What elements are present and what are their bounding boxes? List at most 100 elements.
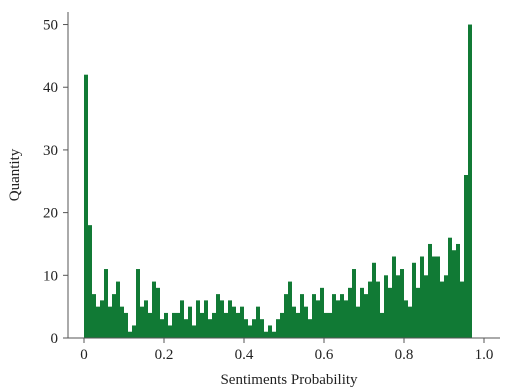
- histogram-bar: [268, 325, 272, 338]
- x-tick-label: 0: [80, 347, 88, 363]
- histogram-bar: [364, 294, 368, 338]
- histogram-bar: [284, 294, 288, 338]
- histogram-bar: [236, 312, 240, 338]
- histogram-bar: [416, 287, 420, 338]
- y-tick-label: 20: [43, 206, 58, 222]
- histogram-bar: [100, 300, 104, 338]
- histogram-bar: [344, 300, 348, 338]
- histogram-bar: [332, 294, 336, 338]
- histogram-bar: [204, 300, 208, 338]
- histogram-bar: [420, 256, 424, 338]
- histogram-bar: [184, 319, 188, 338]
- y-tick-label: 0: [51, 331, 59, 347]
- histogram-bar: [372, 262, 376, 338]
- histogram-bar: [424, 275, 428, 338]
- bars-group: [84, 24, 472, 339]
- histogram-bar: [320, 287, 324, 338]
- x-tick-label: 0.4: [235, 347, 254, 363]
- histogram-bar: [452, 250, 456, 338]
- histogram-bar: [128, 331, 132, 338]
- histogram-bar: [300, 294, 304, 338]
- y-axis-ticks: 0 10 20 30 40 50: [43, 18, 68, 347]
- histogram-bar: [144, 300, 148, 338]
- histogram-bar: [200, 312, 204, 338]
- histogram-bar: [188, 306, 192, 338]
- histogram-bar: [140, 306, 144, 338]
- histogram-bar: [400, 269, 404, 338]
- histogram-bar: [336, 300, 340, 338]
- x-axis-title: Sentiments Probability: [220, 372, 358, 388]
- histogram-bar: [196, 300, 200, 338]
- x-axis-ticks: 0 0.2 0.4 0.6 0.8 1.0: [80, 338, 493, 363]
- histogram-bar: [220, 300, 224, 338]
- histogram-bar: [180, 300, 184, 338]
- histogram-bar: [260, 319, 264, 338]
- histogram-bar: [116, 281, 120, 338]
- histogram-bar: [264, 331, 268, 338]
- histogram-bar: [156, 287, 160, 338]
- histogram-bar: [136, 269, 140, 338]
- y-tick-label: 10: [43, 268, 58, 284]
- histogram-bar: [376, 281, 380, 338]
- histogram-bar: [164, 312, 168, 338]
- histogram-bar: [228, 300, 232, 338]
- histogram-bar: [280, 312, 284, 338]
- histogram-bar: [288, 281, 292, 338]
- x-tick-label: 1.0: [475, 347, 494, 363]
- histogram-bar: [408, 306, 412, 338]
- histogram-bar: [324, 312, 328, 338]
- histogram-bar: [340, 294, 344, 338]
- histogram-bar: [108, 306, 112, 338]
- histogram-bar: [464, 175, 468, 338]
- histogram-bar: [224, 312, 228, 338]
- histogram-bar: [192, 325, 196, 338]
- histogram-bar: [120, 306, 124, 338]
- histogram-bar: [468, 24, 472, 339]
- x-tick-label: 0.6: [315, 347, 334, 363]
- histogram-bar: [304, 306, 308, 338]
- histogram-bar: [316, 300, 320, 338]
- histogram-bar: [276, 319, 280, 338]
- histogram-bar: [296, 312, 300, 338]
- histogram-bar: [380, 312, 384, 338]
- histogram-bar: [96, 306, 100, 338]
- y-tick-label: 40: [43, 80, 58, 96]
- histogram-bar: [168, 325, 172, 338]
- histogram-bar: [432, 256, 436, 338]
- histogram-bar: [240, 306, 244, 338]
- histogram-bar: [256, 306, 260, 338]
- histogram-bar: [92, 294, 96, 338]
- histogram-bar: [152, 281, 156, 338]
- histogram-bar: [440, 281, 444, 338]
- histogram-bar: [360, 287, 364, 338]
- histogram-bar: [312, 294, 316, 338]
- histogram-bar: [148, 312, 152, 338]
- histogram-bar: [436, 256, 440, 338]
- histogram-bar: [384, 275, 388, 338]
- histogram-bar: [208, 319, 212, 338]
- histogram-bar: [368, 281, 372, 338]
- histogram-bar: [348, 287, 352, 338]
- histogram-bar: [460, 281, 464, 338]
- histogram-bar: [328, 312, 332, 338]
- histogram-bar: [112, 294, 116, 338]
- histogram-bar: [272, 331, 276, 338]
- histogram-bar: [252, 319, 256, 338]
- histogram-bar: [172, 312, 176, 338]
- histogram-bar: [232, 306, 236, 338]
- histogram-bar: [124, 312, 128, 338]
- histogram-bar: [456, 243, 460, 338]
- histogram-bar: [448, 237, 452, 338]
- histogram-bar: [428, 243, 432, 338]
- x-tick-label: 0.8: [395, 347, 414, 363]
- histogram-bar: [132, 325, 136, 338]
- histogram-bar: [444, 275, 448, 338]
- y-tick-label: 30: [43, 143, 58, 159]
- histogram-bar: [104, 269, 108, 338]
- histogram-bar: [160, 319, 164, 338]
- histogram-bar: [404, 300, 408, 338]
- x-tick-label: 0.2: [155, 347, 174, 363]
- histogram-bar: [392, 256, 396, 338]
- histogram-bar: [356, 306, 360, 338]
